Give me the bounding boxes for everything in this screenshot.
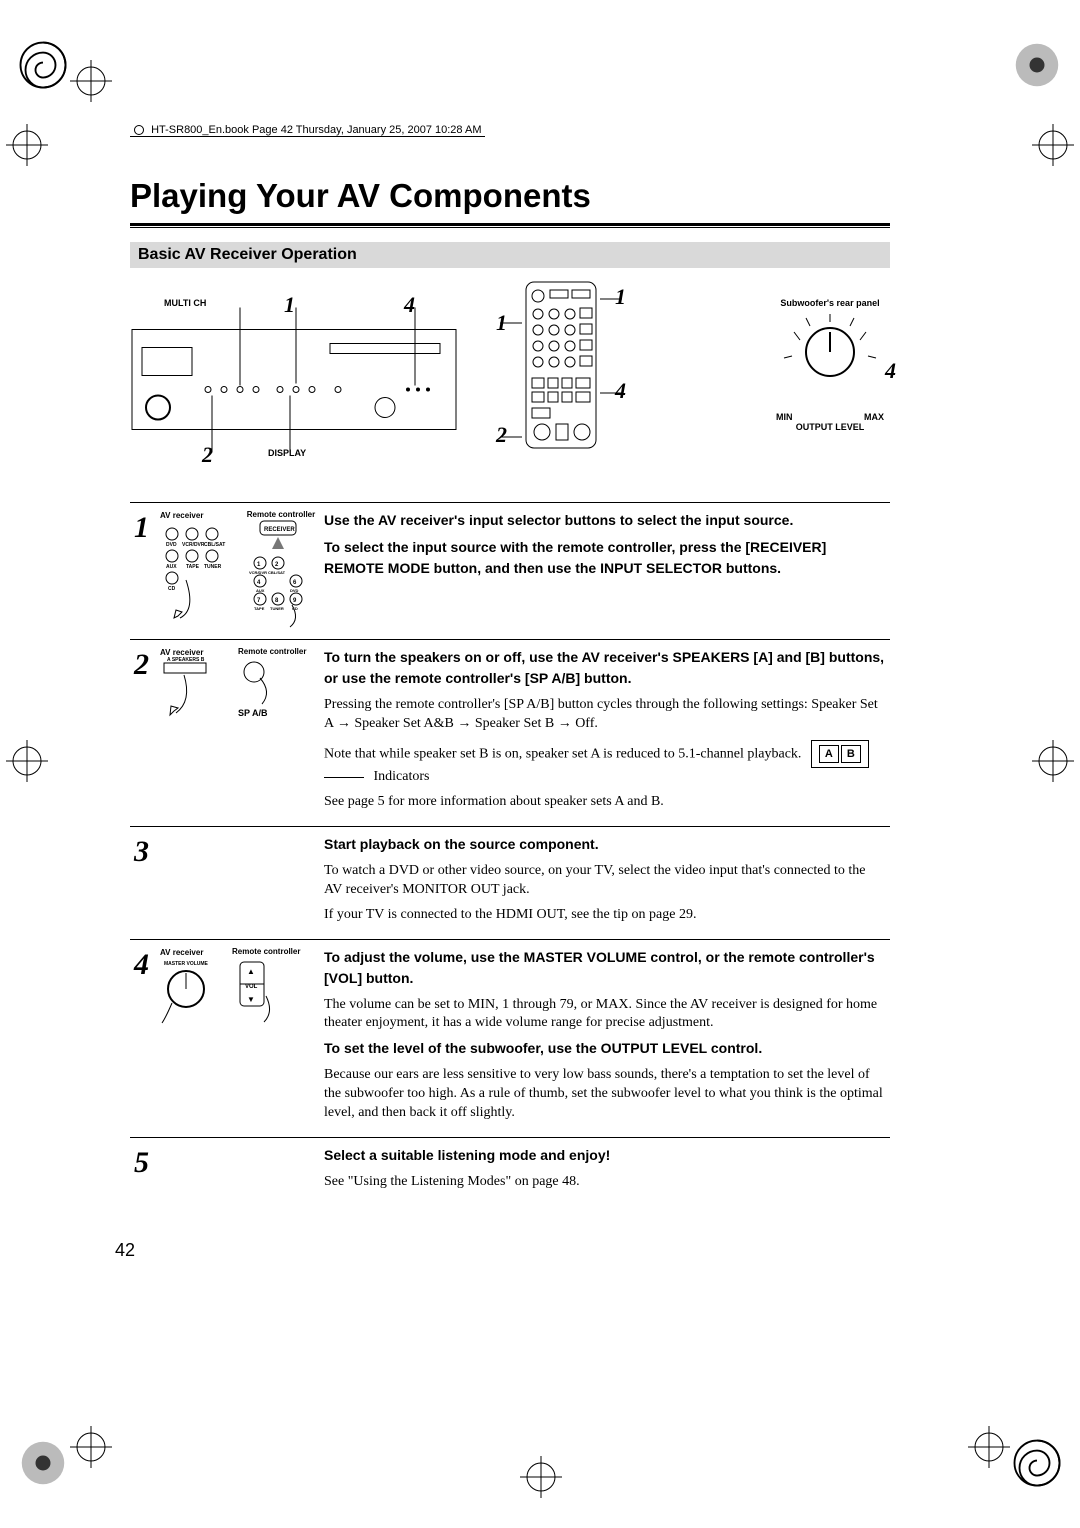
svg-text:▲: ▲ xyxy=(247,967,255,976)
section-heading: Basic AV Receiver Operation xyxy=(130,242,890,268)
step-illustration: AV receiver MASTER VOLUME Remote control… xyxy=(156,939,320,1137)
step-number: 2 xyxy=(130,640,156,827)
registration-mark-icon xyxy=(1032,124,1074,166)
step-number: 5 xyxy=(130,1137,156,1205)
svg-text:TUNER: TUNER xyxy=(204,564,222,570)
page-title: Playing Your AV Components xyxy=(130,177,890,215)
diagram-callout: 1 xyxy=(284,292,295,318)
step-body: Use the AV receiver's input selector but… xyxy=(320,503,890,640)
page-number: 42 xyxy=(115,1240,135,1261)
title-rule-thin xyxy=(130,227,890,228)
svg-text:8: 8 xyxy=(275,598,279,604)
svg-text:9: 9 xyxy=(293,598,297,604)
display-label: DISPLAY xyxy=(268,448,306,458)
step-illustration xyxy=(156,1137,320,1205)
step-number: 4 xyxy=(130,939,156,1137)
svg-text:4: 4 xyxy=(257,580,261,586)
step-number: 3 xyxy=(130,827,156,940)
step-row: 4 AV receiver MASTER VOLUME Remote contr… xyxy=(130,939,890,1137)
svg-text:TUNER: TUNER xyxy=(270,606,284,611)
registration-mark-icon xyxy=(6,740,48,782)
step-body: Select a suitable listening mode and enj… xyxy=(320,1137,890,1205)
registration-mark-icon xyxy=(70,1426,112,1468)
step-illustration: AV receiver A SPEAKERS B Remote controll… xyxy=(156,640,320,827)
corner-spiral-icon xyxy=(1012,40,1062,90)
svg-text:DVD: DVD xyxy=(290,588,299,593)
front-panel-diagram xyxy=(130,300,460,465)
diagram-callout: 4 xyxy=(885,358,896,384)
registration-mark-icon xyxy=(520,1456,562,1498)
step-row: 5 Select a suitable listening mode and e… xyxy=(130,1137,890,1205)
diagram-callout: 2 xyxy=(202,442,213,468)
corner-spiral-icon xyxy=(18,1438,68,1488)
corner-spiral-icon xyxy=(1012,1438,1062,1488)
svg-text:AUX: AUX xyxy=(166,564,177,570)
svg-text:CD: CD xyxy=(168,586,176,592)
steps-table: 1 AV receiver DVD VCR/DVR xyxy=(130,502,890,1206)
svg-text:MASTER VOLUME: MASTER VOLUME xyxy=(164,961,209,967)
step-row: 1 AV receiver DVD VCR/DVR xyxy=(130,503,890,640)
step-body: To adjust the volume, use the MASTER VOL… xyxy=(320,939,890,1137)
step-body: Start playback on the source component. … xyxy=(320,827,890,940)
registration-mark-icon xyxy=(1032,740,1074,782)
svg-text:1: 1 xyxy=(257,562,261,568)
step-body: To turn the speakers on or off, use the … xyxy=(320,640,890,827)
step-number: 1 xyxy=(130,503,156,640)
registration-mark-icon xyxy=(70,60,112,102)
diagram-callout: 4 xyxy=(404,292,415,318)
running-header: HT-SR800_En.book Page 42 Thursday, Janua… xyxy=(130,124,485,137)
title-rule xyxy=(130,223,890,226)
max-label: MAX xyxy=(864,412,884,422)
step-row: 3 Start playback on the source component… xyxy=(130,827,890,940)
svg-text:▼: ▼ xyxy=(247,995,255,1004)
corner-spiral-icon xyxy=(18,40,68,90)
multich-label: MULTI CH xyxy=(164,298,206,308)
subwoofer-diagram xyxy=(770,312,890,407)
svg-text:7: 7 xyxy=(257,598,261,604)
registration-mark-icon xyxy=(968,1426,1010,1468)
diagram-area: MULTI CH 1 4 2 DISPLAY xyxy=(130,280,890,490)
svg-text:TAPE: TAPE xyxy=(186,564,200,570)
svg-text:TAPE: TAPE xyxy=(254,606,265,611)
svg-text:DVD: DVD xyxy=(166,542,177,548)
registration-mark-icon xyxy=(6,124,48,166)
step-row: 2 AV receiver A SPEAKERS B Remote contro xyxy=(130,640,890,827)
svg-text:RECEIVER: RECEIVER xyxy=(264,527,295,533)
output-level-label: OUTPUT LEVEL xyxy=(770,422,890,432)
svg-text:CBL/SAT: CBL/SAT xyxy=(268,570,286,575)
step-illustration: AV receiver DVD VCR/DVR CBL/SAT AUX xyxy=(156,503,320,640)
svg-text:2: 2 xyxy=(275,562,279,568)
sub-rear-label: Subwoofer's rear panel xyxy=(770,298,890,308)
svg-text:6: 6 xyxy=(293,580,297,586)
svg-text:VCR/DVR: VCR/DVR xyxy=(249,570,267,575)
svg-text:VOL: VOL xyxy=(245,984,258,990)
remote-diagram xyxy=(520,280,602,450)
svg-text:A SPEAKERS B: A SPEAKERS B xyxy=(167,657,205,663)
svg-text:CBL/SAT: CBL/SAT xyxy=(204,542,225,548)
svg-text:VCR/DVR: VCR/DVR xyxy=(182,542,205,548)
min-label: MIN xyxy=(776,412,793,422)
step-illustration xyxy=(156,827,320,940)
svg-text:AUX: AUX xyxy=(256,588,265,593)
